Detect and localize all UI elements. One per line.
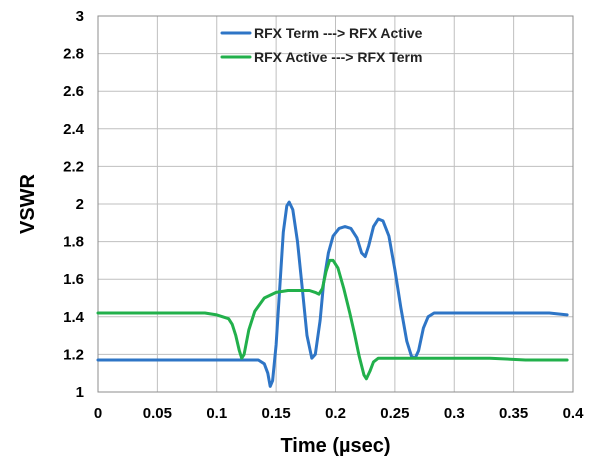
x-tick-label: 0.25 — [380, 405, 409, 422]
x-tick-label: 0.35 — [499, 405, 528, 422]
y-tick-label: 2.4 — [63, 121, 85, 138]
y-tick-label: 3 — [76, 8, 84, 25]
series-line-1 — [96, 200, 569, 388]
y-tick-label: 1.4 — [63, 309, 85, 326]
y-tick-label: 2.8 — [63, 46, 84, 63]
y-tick-label: 1.6 — [63, 271, 84, 288]
series-layer — [96, 200, 569, 388]
x-tick-label: 0.05 — [143, 405, 172, 422]
y-tick-label: 2.6 — [63, 83, 84, 100]
x-tick-label: 0.4 — [563, 405, 585, 422]
x-tick-label: 0 — [94, 405, 102, 422]
series-line-2 — [96, 258, 569, 381]
x-tick-label: 0.3 — [444, 405, 465, 422]
legend-label-2: RFX Active ---> RFX Term — [254, 49, 422, 65]
legend-label-1: RFX Term ---> RFX Active — [254, 25, 423, 41]
x-axis-title: Time (µsec) — [280, 435, 390, 457]
grid — [97, 15, 574, 393]
y-tick-label: 2 — [76, 196, 84, 213]
plot-border — [97, 15, 574, 393]
y-axis-title: VSWR — [17, 173, 39, 234]
x-tick-label: 0.15 — [262, 405, 291, 422]
x-tick-label: 0.2 — [325, 405, 346, 422]
y-tick-label: 1.2 — [63, 346, 84, 363]
x-tick-labels: 0 0.05 0.1 0.15 0.2 0.25 0.3 0.35 0.4 — [94, 405, 584, 422]
x-tick-label: 0.1 — [206, 405, 227, 422]
y-tick-label: 1 — [76, 384, 84, 401]
y-tick-label: 2.2 — [63, 158, 84, 175]
y-tick-labels: 1 1.2 1.4 1.6 1.8 2 2.2 2.4 2.6 2.8 3 — [63, 8, 85, 401]
legend: RFX Term ---> RFX Active RFX Active ---> … — [220, 25, 423, 65]
y-tick-label: 1.8 — [63, 234, 84, 251]
